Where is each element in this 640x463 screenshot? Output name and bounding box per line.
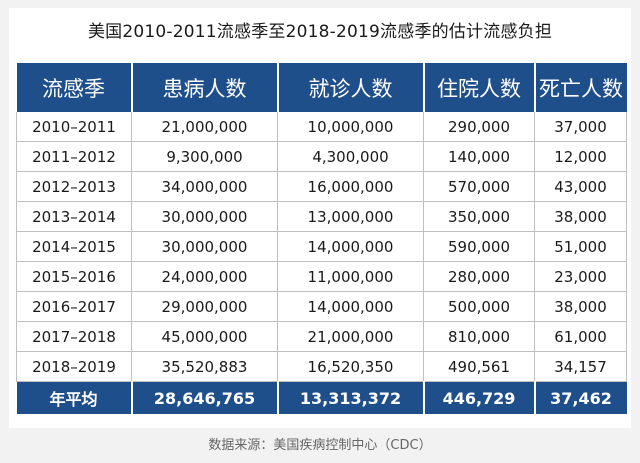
deaths-cell: 43,000 (534, 171, 627, 202)
table-row: 2012–2013 34,000,000 16,000,000 570,000 43,0… (16, 171, 627, 202)
deaths-cell: 23,000 (534, 261, 627, 292)
season-cell: 2010–2011 (16, 112, 132, 142)
illnesses-cell: 9,300,000 (131, 141, 278, 172)
deaths-cell: 37,000 (534, 112, 627, 142)
table-row: 2018–2019 35,520,883 16,520,350 490,561 34,1… (16, 351, 627, 382)
medical-visits-cell: 11,000,000 (277, 261, 424, 292)
medical-visits-cell: 10,000,000 (277, 112, 424, 142)
table-body: 2010–2011 21,000,000 10,000,000 290,000 37,0… (16, 112, 627, 382)
table-row: 2016–2017 29,000,000 14,000,000 500,000 38,0… (16, 291, 627, 322)
hospitalizations-cell: 490,561 (423, 351, 535, 382)
average-hospitalizations: 446,729 (423, 381, 536, 414)
deaths-cell: 12,000 (534, 141, 627, 172)
table-row: 2014–2015 30,000,000 14,000,000 590,000 51,0… (16, 231, 627, 262)
average-row: 年平均 28,646,765 13,313,372 446,729 37,462 (16, 381, 627, 414)
header-row: 流感季 患病人数 就诊人数 住院人数 死亡人数 (16, 63, 627, 112)
table-row: 2010–2011 21,000,000 10,000,000 290,000 37,0… (16, 112, 627, 142)
season-cell: 2014–2015 (16, 231, 132, 262)
hospitalizations-cell: 290,000 (423, 112, 535, 142)
header-medical-visits: 就诊人数 (277, 63, 425, 112)
flu-burden-table: 流感季 患病人数 就诊人数 住院人数 死亡人数 2010–2011 21,000,… (16, 63, 627, 414)
average-label: 年平均 (16, 381, 133, 414)
hospitalizations-cell: 590,000 (423, 231, 535, 262)
season-cell: 2012–2013 (16, 171, 132, 202)
deaths-cell: 61,000 (534, 321, 627, 352)
medical-visits-cell: 14,000,000 (277, 291, 424, 322)
deaths-cell: 34,157 (534, 351, 627, 382)
hospitalizations-cell: 350,000 (423, 201, 535, 232)
table-card: 美国2010-2011流感季至2018-2019流感季的估计流感负担 流感季 患… (9, 8, 631, 428)
hospitalizations-cell: 810,000 (423, 321, 535, 352)
season-cell: 2017–2018 (16, 321, 132, 352)
deaths-cell: 51,000 (534, 231, 627, 262)
season-cell: 2011–2012 (16, 141, 132, 172)
average-illnesses: 28,646,765 (131, 381, 279, 414)
average-medical-visits: 13,313,372 (277, 381, 425, 414)
average-deaths: 37,462 (534, 381, 627, 414)
medical-visits-cell: 16,000,000 (277, 171, 424, 202)
medical-visits-cell: 21,000,000 (277, 321, 424, 352)
illnesses-cell: 21,000,000 (131, 112, 278, 142)
illnesses-cell: 30,000,000 (131, 231, 278, 262)
illnesses-cell: 29,000,000 (131, 291, 278, 322)
header-deaths: 死亡人数 (534, 63, 627, 112)
illnesses-cell: 35,520,883 (131, 351, 278, 382)
hospitalizations-cell: 280,000 (423, 261, 535, 292)
table-row: 2013–2014 30,000,000 13,000,000 350,000 38,0… (16, 201, 627, 232)
header-hospitalizations: 住院人数 (423, 63, 536, 112)
illnesses-cell: 45,000,000 (131, 321, 278, 352)
deaths-cell: 38,000 (534, 201, 627, 232)
hospitalizations-cell: 140,000 (423, 141, 535, 172)
deaths-cell: 38,000 (534, 291, 627, 322)
medical-visits-cell: 13,000,000 (277, 201, 424, 232)
medical-visits-cell: 16,520,350 (277, 351, 424, 382)
header-season: 流感季 (16, 63, 133, 112)
illnesses-cell: 34,000,000 (131, 171, 278, 202)
season-cell: 2015–2016 (16, 261, 132, 292)
table-row: 2011–2012 9,300,000 4,300,000 140,000 12,000 (16, 141, 627, 172)
table-row: 2017–2018 45,000,000 21,000,000 810,000 61,0… (16, 321, 627, 352)
season-cell: 2013–2014 (16, 201, 132, 232)
hospitalizations-cell: 570,000 (423, 171, 535, 202)
header-illnesses: 患病人数 (131, 63, 279, 112)
medical-visits-cell: 4,300,000 (277, 141, 424, 172)
illnesses-cell: 24,000,000 (131, 261, 278, 292)
season-cell: 2018–2019 (16, 351, 132, 382)
medical-visits-cell: 14,000,000 (277, 231, 424, 262)
illnesses-cell: 30,000,000 (131, 201, 278, 232)
season-cell: 2016–2017 (16, 291, 132, 322)
hospitalizations-cell: 500,000 (423, 291, 535, 322)
table-row: 2015–2016 24,000,000 11,000,000 280,000 23,0… (16, 261, 627, 292)
chart-title: 美国2010-2011流感季至2018-2019流感季的估计流感负担 (87, 22, 553, 42)
data-source-note: 数据来源：美国疾病控制中心（CDC） (208, 438, 432, 453)
